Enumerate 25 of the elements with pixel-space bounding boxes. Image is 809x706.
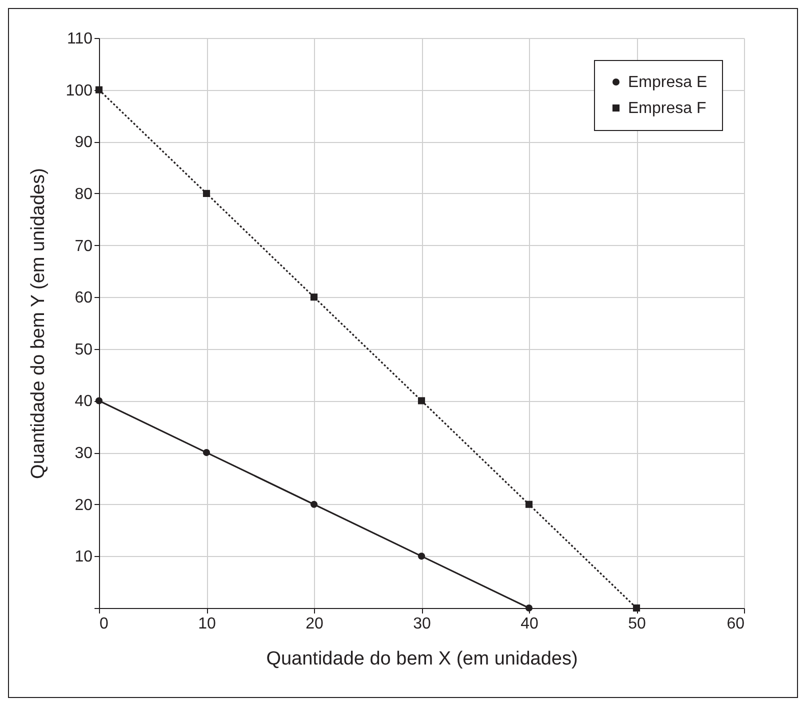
y-axis-title: Quantidade do bem Y (em unidades) [28,168,49,479]
y-tick-label: 10 [74,548,93,566]
y-tick-label: 80 [74,186,93,203]
x-tick-label: 20 [306,616,324,632]
legend-label: Empresa E [628,74,708,91]
point [95,86,103,94]
y-tick-label: 20 [74,496,93,514]
x-tick-label: 0 [100,616,108,632]
point [632,604,640,612]
y-tick-label: 50 [74,341,93,358]
x-tick-label: 10 [198,616,216,632]
y-tick-label: 30 [74,445,93,462]
x-tick-label: 60 [726,616,745,632]
legend-label: Empresa F [628,100,706,117]
y-tick-label: 60 [74,290,93,307]
x-axis-title: Quantidade do bem X (em unidades) [266,648,578,670]
x-tick-label: 50 [628,616,646,632]
x-tick-label: 40 [520,616,538,632]
x-tick-label: 30 [413,616,431,632]
y-tick-label: 70 [74,238,93,255]
y-tick-label: 90 [74,134,93,152]
y-tick-label: 110 [66,30,93,48]
y-tick-label: 100 [66,82,93,100]
y-tick-label: 40 [74,393,93,410]
point [418,397,426,404]
